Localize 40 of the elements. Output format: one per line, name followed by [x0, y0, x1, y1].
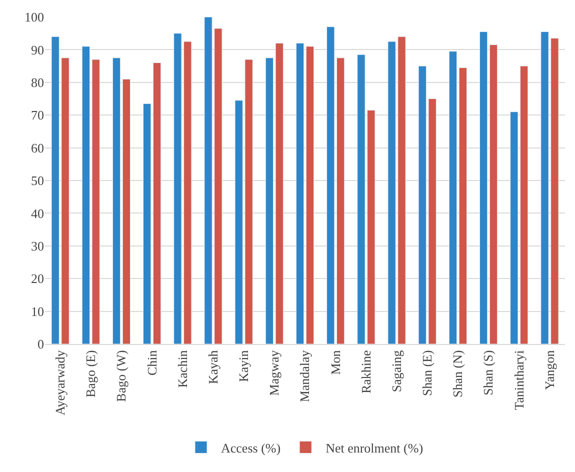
- x-tick-label: Shan (S): [480, 350, 496, 396]
- bar: [112, 58, 121, 344]
- x-tick-label: Sagaing: [388, 350, 404, 392]
- x-tick-label: Bago (E): [83, 350, 98, 398]
- x-tick-label: Kayin: [236, 350, 252, 382]
- bar: [458, 67, 467, 344]
- bar: [296, 42, 304, 344]
- y-tick-label: 80: [31, 74, 44, 90]
- y-tick-label: 50: [31, 173, 44, 188]
- x-tick-label: Bago (W): [114, 350, 129, 402]
- x-tick-label: Kachin: [174, 350, 190, 388]
- bar: [479, 31, 488, 344]
- bar: [448, 51, 458, 344]
- y-tick-label: 70: [31, 108, 44, 123]
- x-tick-label: Tanintharyi: [511, 350, 526, 410]
- y-tick-label: 100: [24, 10, 44, 25]
- x-tick-label: Ayeyarwady: [52, 350, 68, 416]
- bar: [122, 78, 131, 344]
- x-tick-label: Rakhine: [358, 350, 374, 394]
- y-tick-label: 90: [31, 42, 44, 58]
- legend-label: Net enrolment (%): [326, 440, 424, 456]
- bar: [306, 46, 314, 344]
- x-tick-label: Shan (E): [420, 350, 435, 396]
- x-tick-label: Mandalay: [297, 350, 312, 402]
- y-tick-label: 40: [31, 206, 44, 221]
- x-tick-label: Chin: [144, 350, 160, 376]
- y-tick-label: 10: [31, 304, 44, 319]
- y-tick-label: 0: [38, 336, 44, 352]
- y-tick-label: 20: [31, 271, 44, 286]
- y-tick-label: 60: [31, 140, 44, 156]
- x-tick-label: Kayah: [205, 350, 220, 384]
- y-tick-label: 30: [31, 238, 44, 254]
- bar: [489, 44, 498, 344]
- x-tick-label: Mon: [328, 350, 343, 375]
- bar: [143, 103, 152, 344]
- x-tick-label: Yangon: [542, 350, 557, 390]
- x-tick-label: Magway: [266, 350, 282, 396]
- bar: [152, 62, 162, 344]
- x-tick-label: Shan (N): [450, 350, 466, 398]
- legend-label: Access (%): [221, 440, 281, 456]
